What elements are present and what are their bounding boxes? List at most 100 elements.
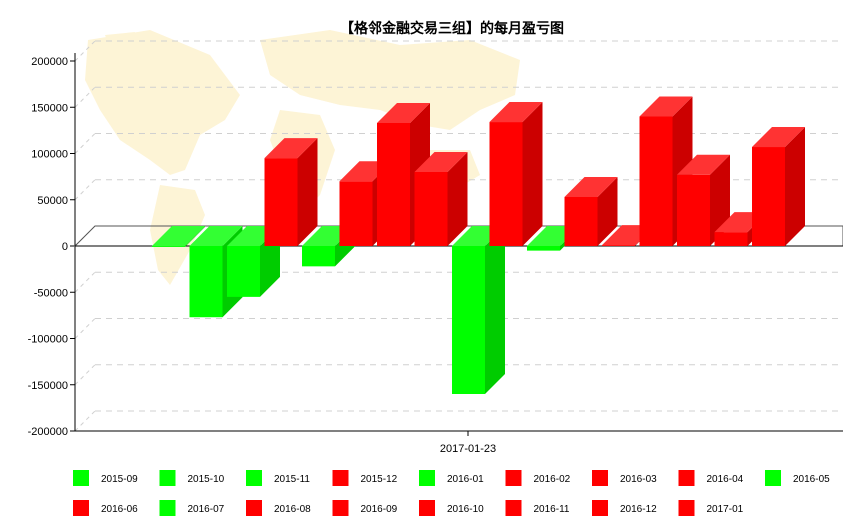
bar-2016-08 bbox=[564, 176, 618, 246]
bar-2015-12 bbox=[264, 138, 318, 246]
bar-2016-06 bbox=[489, 102, 543, 246]
bar-front bbox=[152, 246, 185, 247]
bar-2016-04 bbox=[414, 152, 468, 246]
y-tick-label: -150000 bbox=[28, 380, 68, 392]
legend-label: 2016-07 bbox=[188, 504, 225, 515]
bars bbox=[152, 96, 805, 394]
legend-swatch bbox=[419, 500, 435, 516]
legend-label: 2017-01 bbox=[707, 504, 744, 515]
legend-item-2015-12[interactable]: 2015-12 bbox=[332, 470, 398, 486]
legend-label: 2016-10 bbox=[447, 504, 484, 515]
legend-swatch bbox=[592, 470, 608, 486]
bar-front bbox=[227, 246, 260, 297]
y-tick-label: -200000 bbox=[28, 426, 68, 438]
bar-side bbox=[447, 152, 468, 246]
legend-item-2015-09[interactable]: 2015-09 bbox=[73, 470, 138, 486]
bar-side bbox=[597, 176, 618, 246]
legend-label: 2016-01 bbox=[447, 474, 484, 485]
bar-top bbox=[752, 127, 805, 148]
legend-label: 2016-05 bbox=[793, 474, 830, 485]
bar-front bbox=[639, 116, 673, 246]
legend-item-2015-11[interactable]: 2015-11 bbox=[246, 470, 310, 486]
bar-front bbox=[264, 158, 298, 246]
legend-item-2016-03[interactable]: 2016-03 bbox=[592, 470, 657, 486]
bar-front bbox=[302, 246, 335, 267]
legend-label: 2015-12 bbox=[361, 474, 398, 485]
legend-swatch bbox=[765, 470, 781, 486]
grid-line-diagonal bbox=[74, 364, 96, 386]
y-tick-label: -50000 bbox=[34, 287, 68, 299]
legend-item-2016-12[interactable]: 2016-12 bbox=[592, 500, 657, 516]
legend-swatch bbox=[159, 470, 176, 486]
legend-label: 2016-11 bbox=[534, 504, 570, 515]
grid-line-diagonal bbox=[74, 318, 96, 339]
legend-swatch bbox=[332, 470, 349, 486]
bar-front bbox=[377, 122, 410, 246]
bar-2017-01 bbox=[752, 127, 805, 246]
legend-swatch bbox=[678, 500, 695, 516]
bar-side bbox=[785, 127, 805, 246]
bar-side bbox=[522, 102, 543, 246]
bar-front bbox=[339, 181, 373, 246]
legend-label: 2015-11 bbox=[274, 474, 310, 485]
legend-item-2016-09[interactable]: 2016-09 bbox=[332, 500, 398, 516]
y-tick-label: 50000 bbox=[37, 195, 68, 207]
chart-title: 【格邻金融交易三组】的每月盈亏图 bbox=[340, 20, 564, 37]
bar-side bbox=[297, 138, 318, 246]
y-tick-label: 0 bbox=[62, 241, 68, 253]
legend-swatch bbox=[159, 500, 176, 516]
y-tick-label: -100000 bbox=[28, 334, 68, 346]
bar-top bbox=[639, 96, 693, 117]
bar-side bbox=[185, 226, 205, 247]
legend-item-2016-08[interactable]: 2016-08 bbox=[246, 500, 311, 516]
legend-swatch bbox=[246, 500, 262, 516]
bar-top bbox=[264, 138, 318, 159]
legend-label: 2016-12 bbox=[620, 504, 657, 515]
legend-item-2016-06[interactable]: 2016-06 bbox=[73, 500, 138, 516]
legend-item-2016-10[interactable]: 2016-10 bbox=[419, 500, 484, 516]
y-tick-label: 200000 bbox=[31, 56, 68, 68]
legend-item-2016-04[interactable]: 2016-04 bbox=[678, 470, 744, 486]
legend-label: 2016-04 bbox=[707, 474, 744, 485]
legend-item-2016-05[interactable]: 2016-05 bbox=[765, 470, 830, 486]
grid-line-diagonal bbox=[74, 133, 96, 154]
bar-top bbox=[189, 226, 243, 246]
legend-swatch bbox=[419, 470, 435, 486]
bar-top bbox=[677, 154, 730, 175]
bar-front bbox=[564, 196, 598, 246]
legend-item-2016-11[interactable]: 2016-11 bbox=[505, 500, 570, 516]
legend-swatch bbox=[505, 500, 522, 516]
bar-front bbox=[189, 246, 223, 318]
bar-front bbox=[452, 246, 485, 394]
legend-item-2015-10[interactable]: 2015-10 bbox=[159, 470, 225, 486]
legend-label: 2015-10 bbox=[188, 474, 225, 485]
grid-line-diagonal bbox=[74, 179, 96, 201]
legend-swatch bbox=[592, 500, 608, 516]
bar-top bbox=[377, 102, 430, 123]
legend-label: 2016-08 bbox=[274, 504, 311, 515]
grid-line-diagonal bbox=[74, 410, 96, 432]
y-tick-label: 150000 bbox=[31, 102, 68, 114]
legend-label: 2016-03 bbox=[620, 474, 657, 485]
legend-label: 2016-06 bbox=[101, 504, 138, 515]
legend-swatch bbox=[505, 470, 522, 486]
grid-line-diagonal bbox=[74, 271, 96, 293]
bar-front bbox=[527, 246, 560, 251]
bar-2016-05 bbox=[452, 226, 505, 394]
legend-label: 2016-02 bbox=[534, 474, 571, 485]
bar-front bbox=[677, 174, 710, 246]
legend-item-2017-01[interactable]: 2017-01 bbox=[678, 500, 744, 516]
legend-item-2016-02[interactable]: 2016-02 bbox=[505, 470, 571, 486]
bar-top bbox=[414, 152, 468, 172]
x-tick-label: 2017-01-23 bbox=[440, 443, 496, 455]
bar-front bbox=[602, 245, 635, 246]
bar-side bbox=[485, 226, 505, 394]
legend-swatch bbox=[332, 500, 349, 516]
bar-front bbox=[714, 232, 748, 246]
legend-item-2016-01[interactable]: 2016-01 bbox=[419, 470, 484, 486]
legend: 2015-09 2015-10 2015-11 2015-12 2016-01 2016-… bbox=[73, 470, 830, 516]
legend-swatch bbox=[678, 470, 695, 486]
legend-swatch bbox=[246, 470, 262, 486]
legend-item-2016-07[interactable]: 2016-07 bbox=[159, 500, 225, 516]
